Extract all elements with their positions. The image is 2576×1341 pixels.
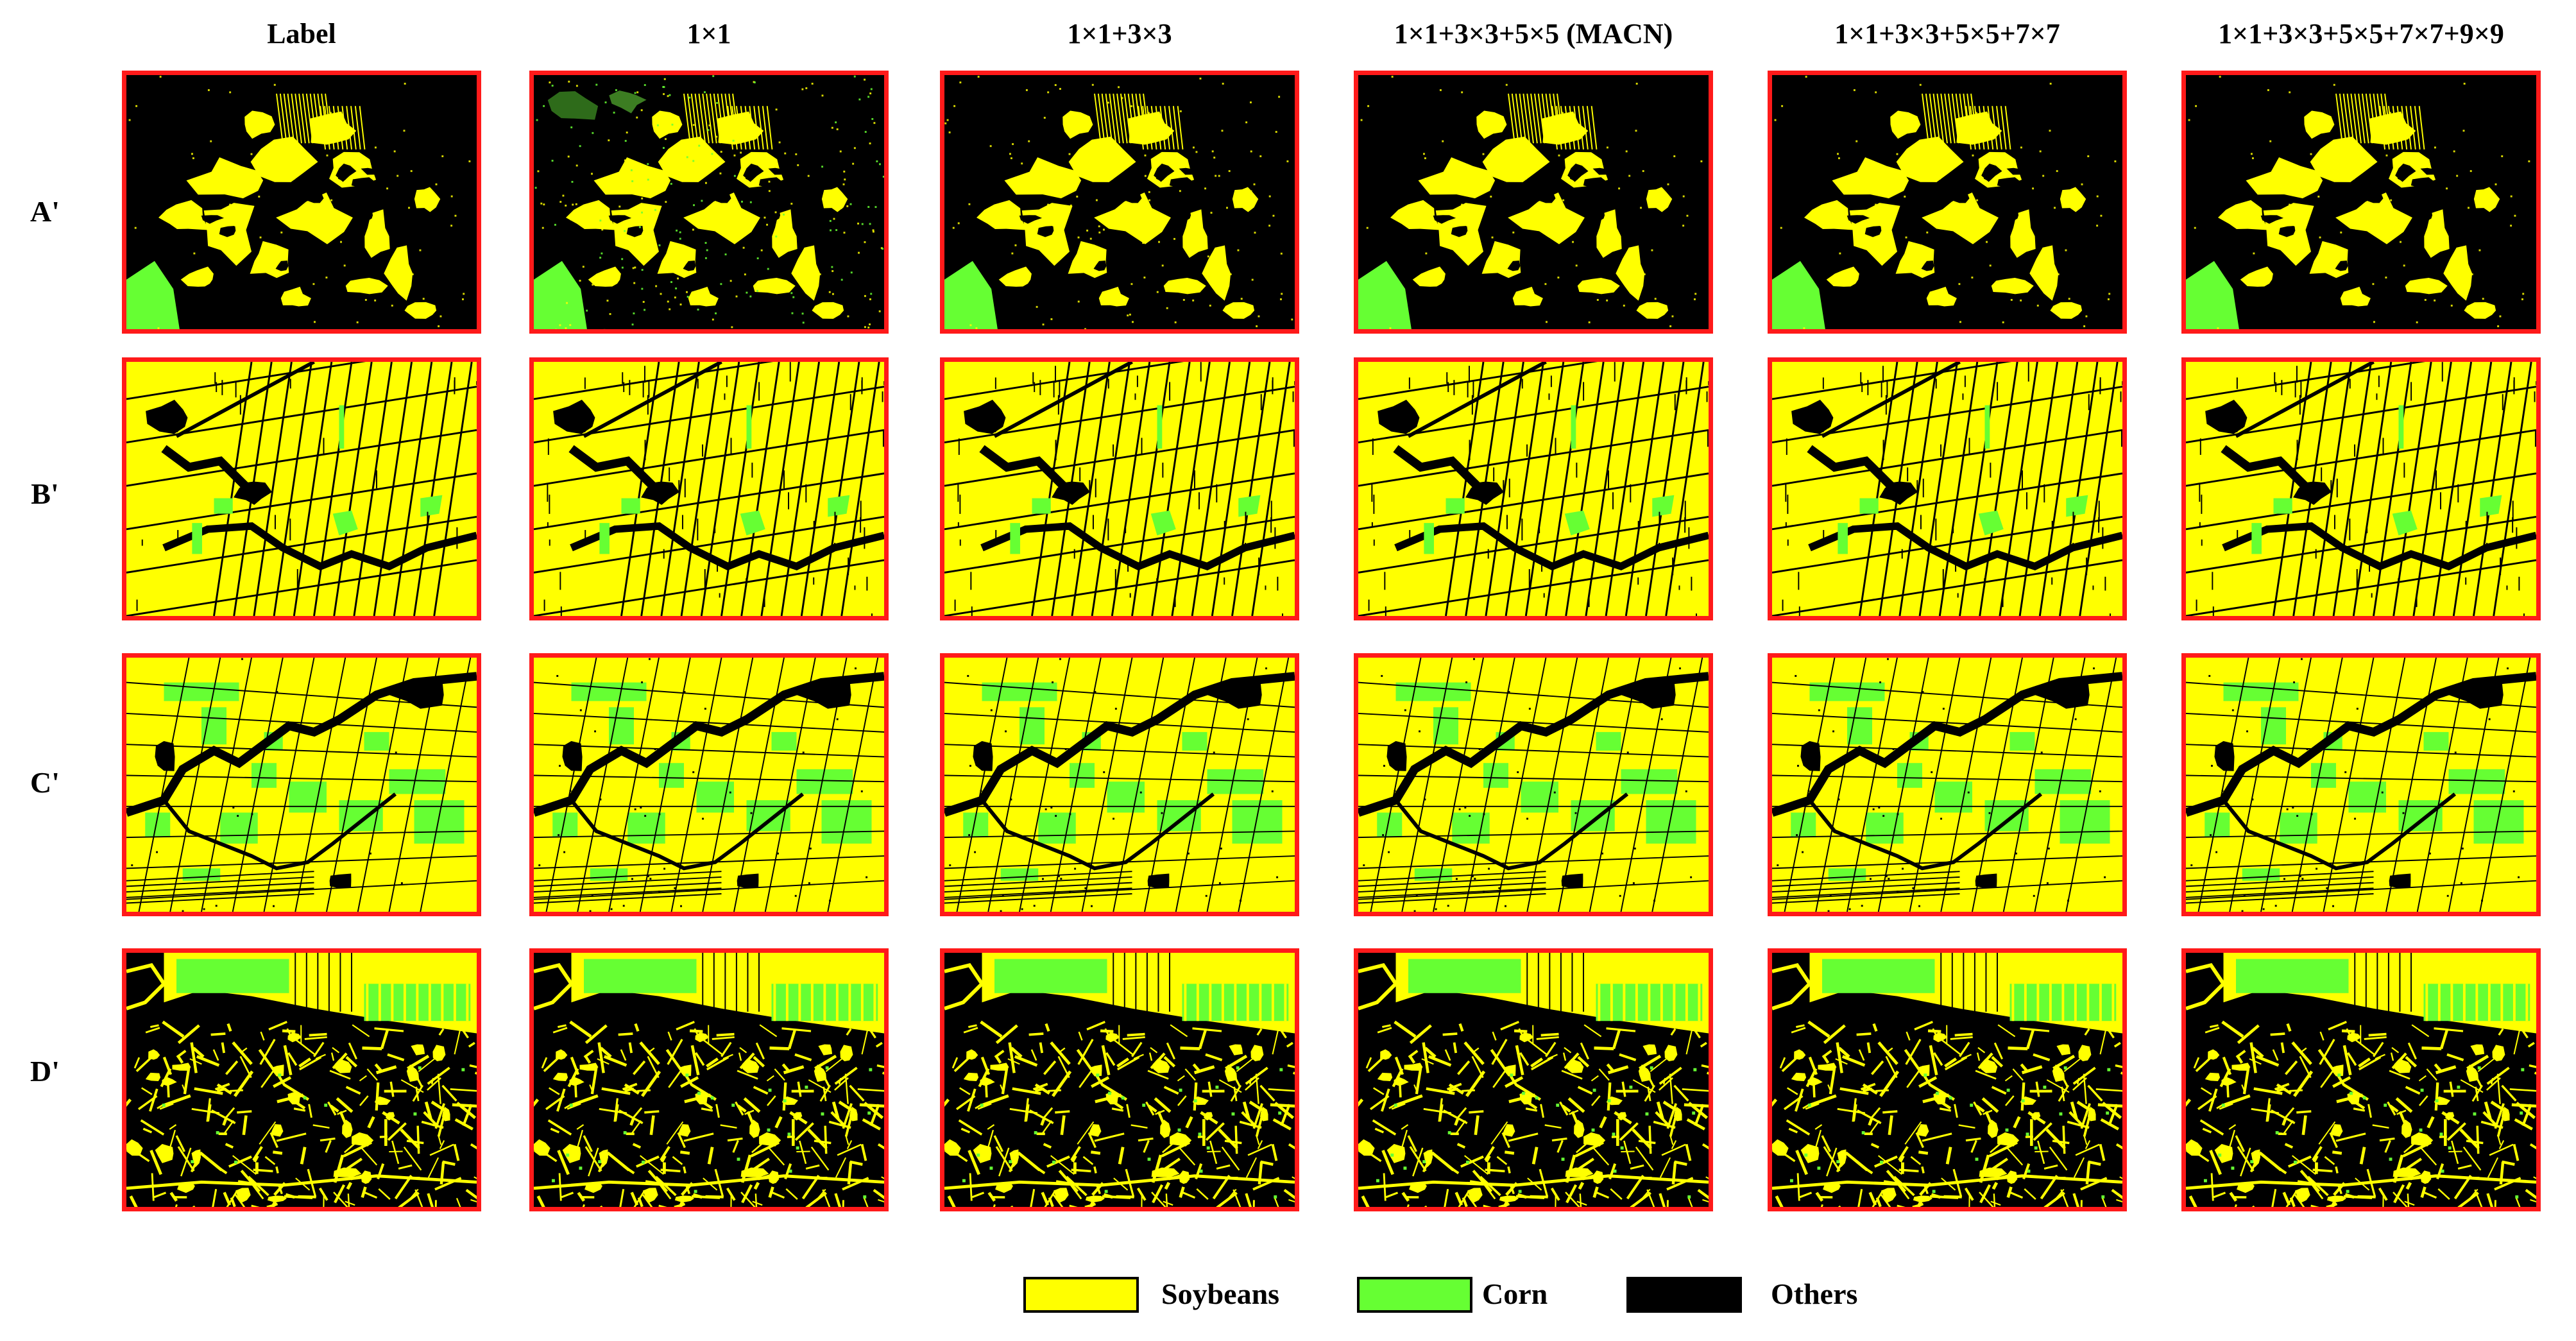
map-panel-d-k3: [940, 948, 1299, 1211]
classification-map-image: [944, 362, 1295, 616]
column-title-1x1-3x3: 1×1+3×3: [1067, 18, 1172, 49]
map-panel-b-k5: [1354, 357, 1713, 620]
legend: Soybeans Corn Others: [1023, 1272, 1857, 1317]
map-panel-c-k1: [529, 653, 889, 916]
legend-swatch-others: [1626, 1277, 1742, 1313]
classification-map-image: [126, 362, 477, 616]
classification-map-image: [2186, 362, 2536, 616]
classification-map-image: [534, 658, 884, 912]
map-panel-c-k9: [2181, 653, 2541, 916]
row-label-c: C': [30, 766, 60, 799]
column-title-up-to-7x7: 1×1+3×3+5×5+7×7: [1834, 18, 2060, 49]
map-panel-d-k5: [1354, 948, 1713, 1211]
classification-map-image: [944, 953, 1295, 1207]
map-panel-a-k5: [1354, 71, 1713, 334]
map-panel-a-k1: [529, 71, 889, 334]
map-panel-b-k9: [2181, 357, 2541, 620]
classification-map-image: [126, 75, 477, 329]
classification-map-image: [944, 658, 1295, 912]
classification-map-image: [2186, 75, 2536, 329]
map-panel-d-k1: [529, 948, 889, 1211]
classification-map-image: [1772, 658, 2122, 912]
classification-map-image: [1358, 658, 1709, 912]
map-panel-b-k1: [529, 357, 889, 620]
map-panel-d-label: [122, 948, 481, 1211]
map-panel-a-k7: [1768, 71, 2127, 334]
column-title-up-to-9x9: 1×1+3×3+5×5+7×7+9×9: [2218, 18, 2504, 49]
map-panel-c-label: [122, 653, 481, 916]
classification-map-image: [1772, 953, 2122, 1207]
map-panel-b-k7: [1768, 357, 2127, 620]
legend-swatch-corn: [1357, 1277, 1472, 1313]
classification-map-image: [534, 362, 884, 616]
classification-map-image: [944, 75, 1295, 329]
legend-label-others: Others: [1771, 1277, 1858, 1310]
classification-map-image: [534, 75, 884, 329]
classification-map-image: [126, 953, 477, 1207]
classification-map-image: [2186, 953, 2536, 1207]
legend-label-corn: Corn: [1482, 1277, 1548, 1310]
row-label-d: D': [30, 1055, 60, 1088]
classification-map-image: [1772, 75, 2122, 329]
map-panel-a-k9: [2181, 71, 2541, 334]
map-panel-b-label: [122, 357, 481, 620]
map-panel-c-k3: [940, 653, 1299, 916]
classification-map-image: [1358, 953, 1709, 1207]
row-label-b: B': [31, 477, 59, 510]
classification-map-image: [534, 953, 884, 1207]
map-panel-c-k7: [1768, 653, 2127, 916]
classification-map-image: [1358, 362, 1709, 616]
map-panel-c-k5: [1354, 653, 1713, 916]
legend-swatch-soybeans: [1023, 1277, 1139, 1313]
classification-map-image: [2186, 658, 2536, 912]
legend-label-soybeans: Soybeans: [1161, 1277, 1280, 1310]
classification-map-image: [126, 658, 477, 912]
map-panel-b-k3: [940, 357, 1299, 620]
classification-map-image: [1358, 75, 1709, 329]
row-label-a: A': [30, 195, 60, 228]
classification-map-image: [1772, 362, 2122, 616]
column-title-1x1: 1×1: [687, 18, 731, 49]
column-title-macn: 1×1+3×3+5×5 (MACN): [1394, 18, 1673, 49]
column-title-label: Label: [267, 18, 336, 49]
map-panel-a-label: [122, 71, 481, 334]
map-panel-a-k3: [940, 71, 1299, 334]
map-panel-d-k9: [2181, 948, 2541, 1211]
map-panel-d-k7: [1768, 948, 2127, 1211]
